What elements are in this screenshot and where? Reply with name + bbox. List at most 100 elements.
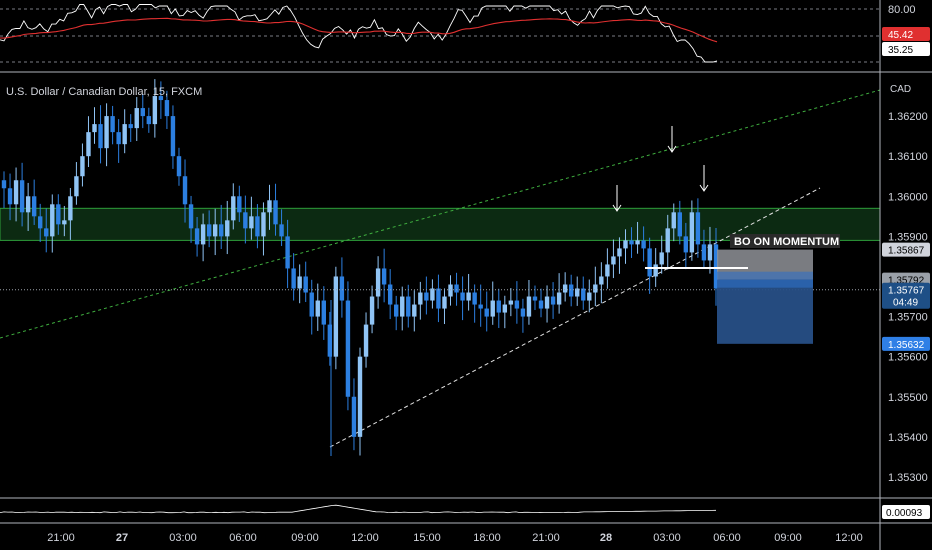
entry-band (717, 271, 813, 288)
candle-body (436, 288, 441, 309)
candle-body (164, 100, 170, 117)
candle-body (249, 216, 254, 229)
candle-body (369, 296, 375, 325)
candle-body (659, 252, 664, 265)
price-panel[interactable]: BO ON MOMENTUM (0, 79, 881, 456)
candle-body (7, 188, 13, 205)
candle-body (116, 132, 121, 145)
candle-body (472, 292, 477, 305)
candle-body (508, 300, 514, 305)
candle-body (38, 216, 43, 229)
candle-body (677, 212, 682, 237)
candle-body (315, 300, 320, 317)
rsi-ma-line (0, 17, 718, 43)
candle-body (152, 96, 158, 125)
candle-body (442, 296, 447, 309)
y-tick-label: 1.36100 (888, 151, 928, 163)
x-tick-label: 21:00 (47, 532, 75, 544)
candle-body (671, 212, 676, 229)
y-tick-label: 1.36200 (888, 111, 928, 123)
candle-body (104, 116, 109, 149)
candle-body (381, 268, 387, 285)
candle-body (80, 156, 85, 177)
candle-body (454, 284, 459, 293)
candle-body (321, 300, 326, 325)
lower-indicator-badge (882, 505, 930, 519)
current-price-label: 1.35767 (888, 286, 925, 297)
candle-body (31, 196, 37, 217)
candle-body (291, 268, 296, 289)
candle-body (490, 300, 495, 317)
candle-body (303, 276, 308, 293)
y-tick-label: 1.35600 (888, 352, 928, 364)
candle-body (460, 292, 465, 301)
candle-body (605, 264, 610, 277)
x-tick-label: 03:00 (169, 532, 197, 544)
candle-body (98, 124, 103, 149)
candle-body (19, 180, 25, 213)
candle-body (134, 108, 139, 129)
candle-body (665, 228, 670, 253)
candle-body (520, 308, 526, 317)
rsi-level-80: 80.00 (888, 4, 916, 16)
candle-body (689, 212, 695, 253)
candle-body (188, 204, 194, 229)
candle-body (255, 216, 260, 237)
candle-body (496, 300, 501, 313)
candle-body (400, 296, 405, 317)
candle-body (231, 196, 236, 221)
candle-body (611, 256, 616, 265)
down-arrow (699, 184, 709, 192)
upper-channel-line (0, 89, 881, 339)
candle-body (593, 284, 598, 293)
down-arrow (612, 204, 622, 212)
down-arrow (667, 145, 677, 153)
rsi-ma-badge (882, 27, 930, 41)
candle-body (587, 292, 592, 301)
candle-body (194, 228, 200, 245)
candle-body (122, 124, 127, 145)
currency-label: CAD (890, 84, 911, 95)
rsi-ma-value: 45.42 (888, 30, 913, 41)
x-tick-label: 06:00 (229, 532, 257, 544)
x-tick-label: 09:00 (291, 532, 319, 544)
x-tick-label: 15:00 (413, 532, 441, 544)
candle-body (544, 296, 550, 309)
candle-body (1, 180, 7, 189)
x-tick-label: 12:00 (835, 532, 863, 544)
candle-body (182, 176, 188, 205)
candle-body (68, 196, 73, 221)
stop-price-badge (882, 336, 930, 351)
candle-body (279, 224, 284, 237)
rsi-value: 35.25 (888, 45, 913, 56)
y-tick-label: 1.35400 (888, 432, 928, 444)
annotation-text: BO ON MOMENTUM (734, 236, 839, 248)
candle-body (86, 132, 91, 157)
candle-body (623, 240, 628, 249)
candle-body (333, 276, 339, 357)
candle-body (206, 224, 212, 237)
candle-body (200, 224, 206, 245)
candle-body (683, 236, 689, 253)
candle-body (617, 248, 622, 257)
candle-body (424, 292, 429, 301)
candle-body (50, 204, 55, 237)
target-price-badge (882, 242, 930, 257)
candle-body (158, 96, 164, 101)
candle-body (538, 300, 544, 309)
candle-body (412, 304, 417, 317)
candle-body (212, 224, 218, 237)
candle-body (146, 116, 152, 125)
candle-body (575, 288, 580, 297)
candle-body (430, 288, 435, 301)
x-tick-label: 09:00 (774, 532, 802, 544)
candle-body (514, 300, 520, 309)
candle-body (309, 292, 314, 317)
rsi-value-badge (882, 42, 930, 56)
candle-body (653, 264, 658, 277)
candle-body (418, 292, 423, 305)
candle-body (285, 236, 290, 269)
candle-body (363, 324, 369, 357)
candle-body (219, 224, 224, 237)
